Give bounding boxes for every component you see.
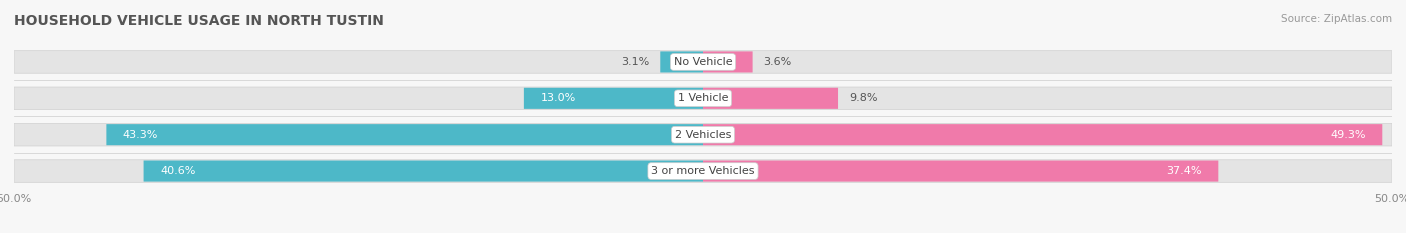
FancyBboxPatch shape [107, 124, 703, 145]
FancyBboxPatch shape [661, 51, 703, 72]
FancyBboxPatch shape [703, 124, 1382, 145]
Text: 1 Vehicle: 1 Vehicle [678, 93, 728, 103]
Text: 43.3%: 43.3% [122, 130, 159, 140]
Text: 9.8%: 9.8% [849, 93, 877, 103]
Text: Source: ZipAtlas.com: Source: ZipAtlas.com [1281, 14, 1392, 24]
FancyBboxPatch shape [703, 51, 752, 72]
Text: 3 or more Vehicles: 3 or more Vehicles [651, 166, 755, 176]
FancyBboxPatch shape [524, 88, 703, 109]
Text: 2 Vehicles: 2 Vehicles [675, 130, 731, 140]
Text: 3.6%: 3.6% [763, 57, 792, 67]
FancyBboxPatch shape [14, 51, 1392, 73]
Text: HOUSEHOLD VEHICLE USAGE IN NORTH TUSTIN: HOUSEHOLD VEHICLE USAGE IN NORTH TUSTIN [14, 14, 384, 28]
Text: 3.1%: 3.1% [621, 57, 650, 67]
Text: 13.0%: 13.0% [540, 93, 575, 103]
Text: 37.4%: 37.4% [1167, 166, 1202, 176]
Text: No Vehicle: No Vehicle [673, 57, 733, 67]
Text: 40.6%: 40.6% [160, 166, 195, 176]
FancyBboxPatch shape [703, 88, 838, 109]
FancyBboxPatch shape [14, 160, 1392, 182]
FancyBboxPatch shape [14, 123, 1392, 146]
FancyBboxPatch shape [703, 161, 1219, 182]
FancyBboxPatch shape [14, 87, 1392, 110]
FancyBboxPatch shape [143, 161, 703, 182]
Text: 49.3%: 49.3% [1330, 130, 1365, 140]
